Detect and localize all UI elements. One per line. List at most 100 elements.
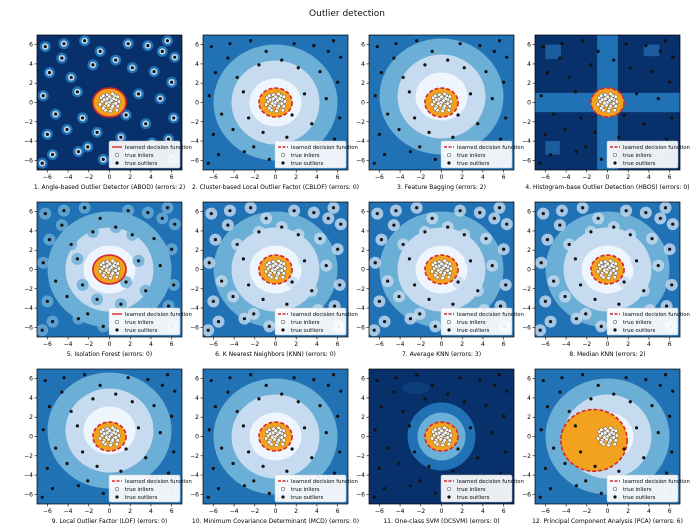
y-tick-label: −4	[24, 138, 33, 145]
outlier-point	[599, 491, 603, 495]
y-tick-label: 0	[29, 434, 33, 441]
inlier-point	[613, 261, 618, 266]
outlier-point	[152, 237, 156, 241]
inlier-point	[110, 271, 115, 276]
legend-outlier-swatch	[613, 495, 617, 499]
outlier-point	[60, 223, 64, 227]
inlier-point	[443, 263, 448, 268]
outlier-point	[560, 209, 564, 213]
outlier-point	[310, 122, 314, 126]
outlier-point	[213, 405, 218, 409]
x-tick-label: 6	[336, 174, 340, 181]
y-tick-label: −2	[356, 119, 365, 126]
inlier-point	[442, 271, 447, 276]
outlier-point	[599, 157, 603, 161]
outlier-point	[622, 280, 626, 284]
inlier-point	[443, 430, 448, 435]
outlier-point	[91, 397, 95, 401]
outlier-point	[617, 469, 621, 473]
inlier-point	[281, 438, 286, 443]
y-tick-label: 0	[195, 267, 199, 274]
outlier-point	[160, 216, 164, 220]
y-tick-label: 2	[361, 414, 365, 421]
legend-outlier-label: true outliers	[623, 495, 656, 501]
outlier-point	[567, 409, 571, 414]
outlier-point	[226, 223, 230, 227]
outlier-point	[209, 211, 213, 216]
inlier-point	[277, 263, 282, 268]
inlier-point	[114, 275, 119, 280]
outlier-point	[152, 70, 156, 74]
outlier-point	[373, 261, 377, 265]
x-tick-label: 0	[440, 508, 444, 515]
outlier-point	[401, 409, 405, 414]
plot-area	[369, 202, 514, 337]
legend-inlier-label: true inliers	[125, 487, 154, 493]
outlier-point	[326, 383, 330, 387]
outlier-point	[336, 247, 340, 251]
outlier-point	[242, 317, 247, 321]
inlier-point	[430, 436, 435, 441]
outlier-point	[264, 216, 268, 220]
outlier-point	[242, 484, 247, 488]
inlier-point	[115, 261, 120, 266]
outlier-point	[446, 392, 450, 396]
y-tick-label: 6	[361, 209, 365, 216]
x-tick-label: −4	[396, 341, 405, 348]
inlier-point	[274, 443, 279, 448]
outlier-point	[541, 211, 545, 216]
y-tick-label: −4	[24, 305, 33, 312]
y-tick-label: 6	[527, 42, 531, 49]
outlier-point	[504, 450, 508, 454]
subplot-7: −6 −4 −2 0 2 4 6 −6 −4 −2 0 2 4 6 7. Average KNN (erro…	[356, 201, 524, 358]
outlier-point	[543, 132, 547, 136]
x-tick-label: 2	[294, 174, 298, 181]
outlier-point	[664, 304, 669, 308]
x-tick-label: 2	[460, 508, 464, 515]
outlier-point	[433, 157, 437, 161]
outlier-point	[338, 283, 342, 287]
outlier-point	[69, 409, 73, 414]
legend-box	[440, 307, 513, 336]
subplot-xlabel: 8. Median KNN (errors: 2)	[569, 351, 645, 358]
inlier-point	[443, 96, 448, 101]
outlier-point	[377, 299, 381, 303]
outlier-point	[249, 39, 253, 43]
inlier-point	[115, 438, 120, 443]
x-tick-label: −4	[230, 174, 239, 181]
legend-outlier-label: true outliers	[125, 328, 158, 334]
inlier-point	[448, 266, 453, 271]
outlier-point	[318, 237, 322, 241]
outlier-point	[375, 44, 379, 49]
inlier-point	[440, 443, 445, 448]
outlier-point	[62, 209, 66, 213]
outlier-point	[427, 464, 431, 468]
inlier-point	[613, 428, 618, 433]
inlier-point	[599, 106, 604, 111]
y-tick-label: −6	[356, 324, 365, 331]
y-tick-label: 6	[527, 209, 531, 216]
inlier-point	[276, 438, 281, 443]
inlier-point	[280, 442, 285, 447]
outlier-point	[567, 75, 571, 80]
plot-area	[203, 35, 348, 170]
y-tick-label: 0	[29, 267, 33, 274]
outlier-point	[75, 424, 79, 428]
outlier-point	[242, 150, 247, 154]
outlier-point	[211, 132, 215, 136]
outlier-point	[478, 378, 482, 382]
outlier-point	[671, 55, 675, 59]
inlier-point	[448, 433, 453, 438]
inlier-point	[267, 93, 272, 98]
outlier-point	[146, 378, 150, 382]
inlier-point	[599, 427, 604, 432]
outlier-point	[338, 116, 342, 120]
outlier-point	[207, 428, 211, 432]
y-tick-label: 0	[527, 267, 531, 274]
legend-decision-label: learned decision function	[457, 312, 524, 318]
outlier-point	[80, 283, 85, 287]
outlier-point	[231, 127, 235, 132]
outlier-point	[65, 127, 69, 132]
inlier-point	[115, 104, 120, 109]
